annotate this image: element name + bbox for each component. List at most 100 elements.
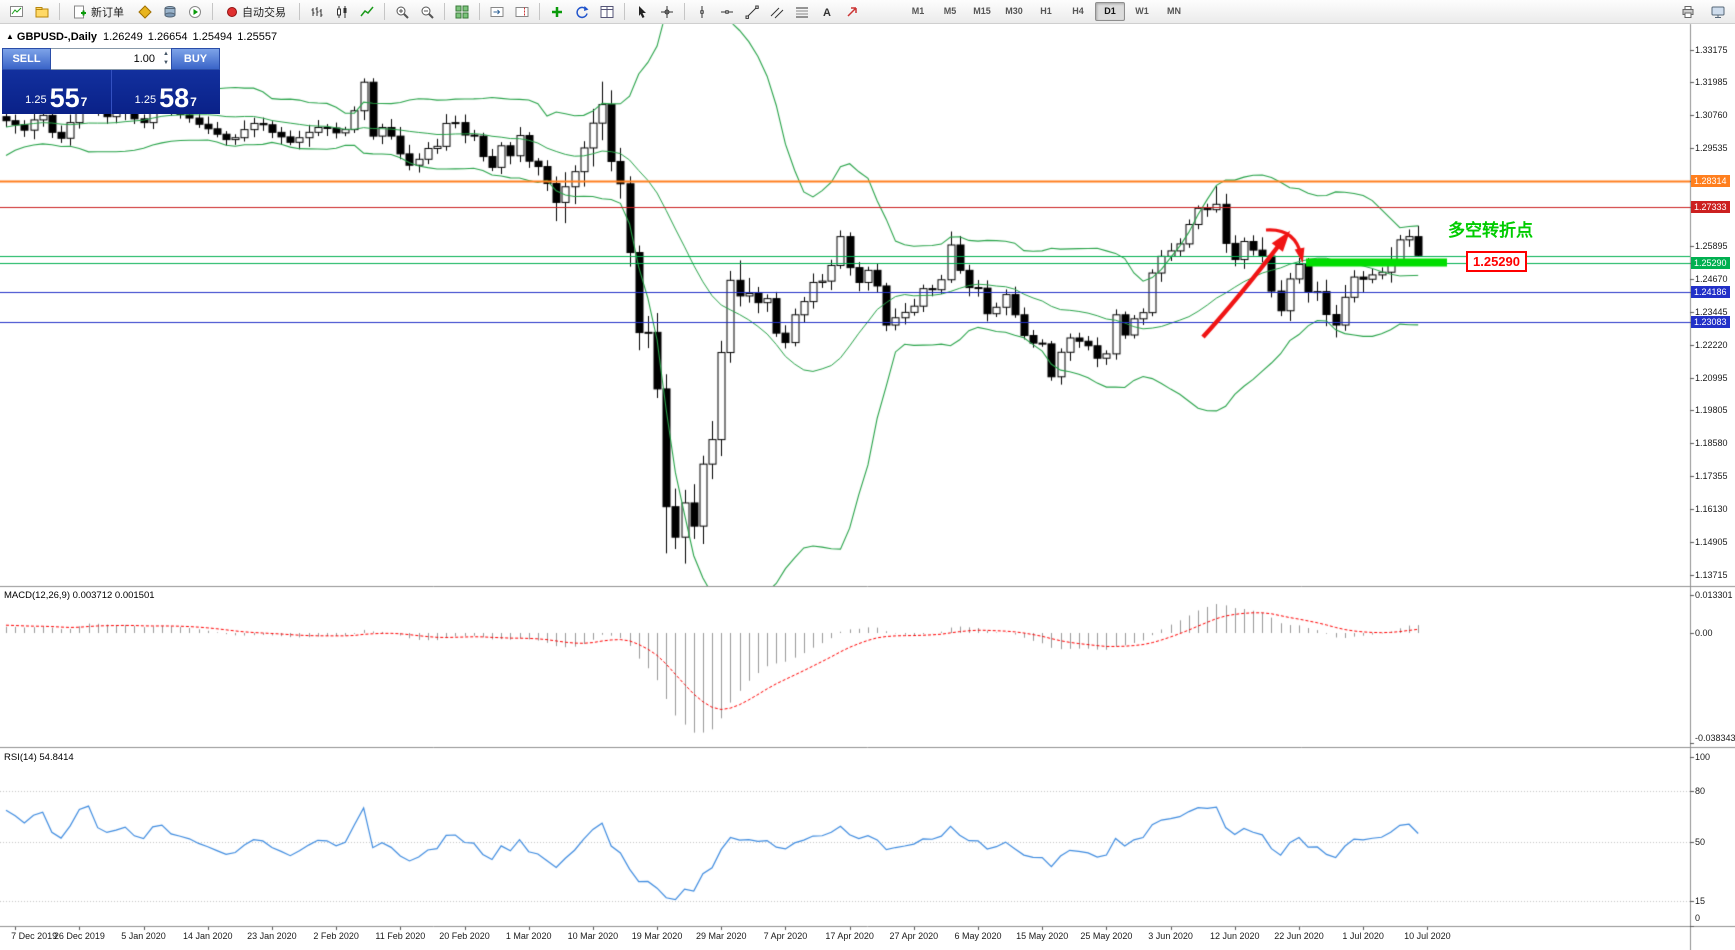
price-axis-tick: 1.22220 — [1695, 340, 1728, 351]
new-order-icon — [74, 5, 86, 18]
macd-panel-label: MACD(12,26,9) 0.003712 0.001501 — [4, 590, 155, 601]
indicators-icon[interactable] — [133, 1, 157, 23]
rsi-axis-label: 15 — [1695, 895, 1706, 906]
line-chart-mode-icon[interactable] — [355, 1, 379, 23]
price-line-tag: 1.24186 — [1691, 286, 1730, 299]
ohlc-high: 1.26654 — [147, 31, 188, 43]
price-axis-tick: 1.14905 — [1695, 537, 1728, 548]
date-axis-label: 14 Jan 2020 — [182, 931, 233, 941]
toolbar: 新订单 自动交易 — [0, 0, 1735, 24]
timeframe-H4[interactable]: H4 — [1072, 6, 1084, 16]
print-icon[interactable] — [1676, 1, 1700, 23]
date-axis-label: 12 Jun 2020 — [1209, 931, 1260, 941]
text-tool-icon[interactable]: A — [815, 1, 839, 23]
autotrading-button[interactable]: 自动交易 — [218, 1, 294, 23]
vertical-line-tool-icon[interactable] — [690, 1, 714, 23]
candlestick-mode-icon[interactable] — [330, 1, 354, 23]
fullscreen-icon[interactable] — [1706, 1, 1730, 23]
cursor-icon[interactable] — [630, 1, 654, 23]
macd-axis-label: -0.038343 — [1695, 733, 1735, 743]
date-axis-label: 7 Apr 2020 — [763, 931, 808, 941]
svg-text:A: A — [823, 7, 831, 19]
timeframe-M5[interactable]: M5 — [943, 6, 957, 16]
symbol-icon: ▲ — [6, 32, 14, 41]
tile-windows-icon[interactable] — [450, 1, 474, 23]
scripts-icon[interactable] — [183, 1, 207, 23]
timeframe-toolbar: M1 M5 M15 M30 H1 H4 D1 W1 MN — [903, 2, 1189, 21]
autotrading-label: 自动交易 — [242, 6, 286, 19]
date-axis-label: 3 Jun 2020 — [1148, 931, 1193, 941]
volume-stepper[interactable]: ▲ ▼ — [163, 50, 169, 68]
ask-price-button[interactable]: 1.25 58 7 — [110, 70, 220, 114]
macd-current-values: 0.003712 0.001501 — [72, 590, 155, 601]
timeframe-D1[interactable]: D1 — [1095, 2, 1125, 21]
timeframe-H1[interactable]: H1 — [1040, 6, 1052, 16]
rsi-current-value: 54.8414 — [39, 752, 74, 763]
price-axis-tick: 1.20995 — [1695, 373, 1728, 384]
bar-chart-mode-icon[interactable] — [305, 1, 329, 23]
volume-input[interactable]: 1.00 ▲ ▼ — [51, 48, 171, 70]
turning-point-annotation[interactable]: 多空转折点 — [1448, 221, 1533, 240]
ohlc-close: 1.25557 — [237, 31, 278, 43]
timeframe-MN[interactable]: MN — [1167, 6, 1181, 16]
new-chart-icon[interactable] — [5, 1, 29, 23]
timeframe-W1[interactable]: W1 — [1135, 6, 1149, 16]
trendline-tool-icon[interactable] — [740, 1, 764, 23]
price-axis-tick: 1.17355 — [1695, 471, 1728, 482]
price-axis-tick: 1.24670 — [1695, 274, 1728, 285]
sell-button[interactable]: SELL — [2, 48, 51, 70]
new-order-button[interactable]: 新订单 — [65, 1, 132, 23]
date-axis-label: 10 Mar 2020 — [567, 931, 619, 941]
price-flag-annotation[interactable]: 1.25290 — [1466, 251, 1527, 272]
zoom-in-icon[interactable] — [390, 1, 414, 23]
channel-tool-icon[interactable] — [765, 1, 789, 23]
stepper-down-icon[interactable]: ▼ — [163, 60, 169, 66]
refresh-icon[interactable] — [570, 1, 594, 23]
volume-value: 1.00 — [133, 53, 155, 65]
date-axis-label: 29 Mar 2020 — [695, 931, 747, 941]
arrows-tool-icon[interactable] — [840, 1, 864, 23]
add-indicator-icon[interactable] — [545, 1, 569, 23]
date-axis-label: 1 Mar 2020 — [505, 931, 552, 941]
fibonacci-tool-icon[interactable] — [790, 1, 814, 23]
buy-button[interactable]: BUY — [171, 48, 220, 70]
date-axis-label: 15 May 2020 — [1016, 931, 1069, 941]
bid-price-button[interactable]: 1.25 55 7 — [2, 70, 111, 114]
price-axis-tick: 1.33175 — [1695, 44, 1728, 55]
history-center-icon[interactable] — [158, 1, 182, 23]
macd-axis-label: 0.00 — [1695, 628, 1713, 638]
data-window-icon[interactable] — [595, 1, 619, 23]
price-line-tag: 1.23083 — [1691, 316, 1730, 328]
price-line-tag: 1.27333 — [1691, 201, 1730, 214]
timeframe-M1[interactable]: M1 — [911, 6, 925, 16]
chart-shift-icon[interactable] — [510, 1, 534, 23]
new-order-label: 新订单 — [91, 6, 124, 19]
ask-pipette: 7 — [190, 95, 197, 109]
chart-title: ▲ GBPUSD-,Daily 1.26249 1.26654 1.25494 1.255… — [6, 31, 282, 43]
horizontal-line-tool-icon[interactable] — [715, 1, 739, 23]
stepper-up-icon[interactable]: ▲ — [163, 51, 169, 57]
rsi-name: RSI(14) — [4, 752, 37, 763]
date-axis-label: 11 Feb 2020 — [375, 931, 426, 941]
rsi-panel-label: RSI(14) 54.8414 — [4, 752, 74, 763]
autotrading-icon — [227, 6, 237, 17]
price-line-tag: 1.25290 — [1691, 256, 1730, 269]
one-click-trading-panel: SELL 1.00 ▲ ▼ BUY 1.25 55 7 1.25 58 7 — [2, 48, 220, 114]
zoom-out-icon[interactable] — [415, 1, 439, 23]
price-axis-tick: 1.29535 — [1695, 143, 1728, 154]
date-axis-label: 5 Jan 2020 — [121, 931, 166, 941]
timeframe-M30[interactable]: M30 — [1005, 6, 1023, 16]
crosshair-icon[interactable] — [655, 1, 679, 23]
date-axis-label: 7 Dec 2019 — [11, 931, 58, 941]
price-axis-tick: 1.30760 — [1695, 110, 1728, 121]
auto-scroll-icon[interactable] — [485, 1, 509, 23]
a: 1.25 — [134, 94, 157, 106]
ohlc-low: 1.25494 — [192, 31, 233, 43]
date-axis-label: 23 Jan 2020 — [247, 931, 297, 941]
rsi-axis-label: 100 — [1695, 752, 1711, 762]
ohlc-open: 1.26249 — [103, 31, 143, 43]
timeframe-M15[interactable]: M15 — [973, 6, 991, 16]
price-axis-tick: 1.18580 — [1695, 438, 1728, 449]
profiles-icon[interactable] — [30, 1, 54, 23]
